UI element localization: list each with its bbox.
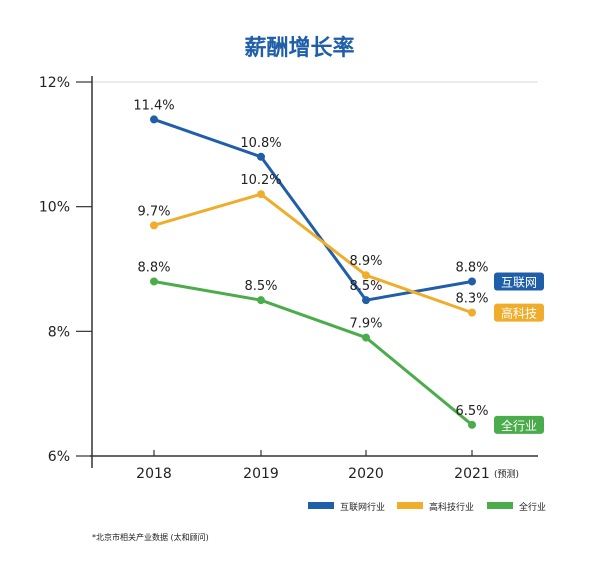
data-point-1-2021 — [468, 277, 476, 286]
data-label-3-2020: 7.9% — [349, 317, 382, 332]
data-point-2-2021 — [468, 308, 476, 317]
data-label-2-2018: 9.7% — [137, 204, 170, 219]
data-label-3-2018: 8.8% — [137, 260, 170, 275]
data-point-2-2019 — [257, 190, 265, 199]
data-label-2-2021: 8.3% — [455, 292, 488, 307]
series-end-tag-label-1: 互联网 — [501, 275, 537, 289]
y-tick-label-6: 6% — [48, 449, 70, 465]
y-tick-label-10: 10% — [39, 200, 70, 216]
x-tick-label-2020: 2020 — [348, 466, 384, 482]
legend-label-1: 互联网行业 — [340, 501, 385, 513]
y-tick-label-12: 12% — [39, 75, 70, 91]
footnote: *北京市相关产业数据 (太和顾问) — [92, 533, 209, 542]
data-point-2-2018 — [150, 221, 158, 230]
data-point-3-2018 — [150, 277, 158, 286]
data-label-3-2021: 6.5% — [455, 404, 488, 419]
y-tick-label-8: 8% — [48, 324, 70, 340]
data-label-1-2021: 8.8% — [455, 260, 488, 275]
data-label-2-2019: 10.2% — [240, 173, 281, 188]
data-label-1-2020: 8.5% — [349, 279, 382, 294]
data-point-3-2019 — [257, 296, 265, 305]
data-label-3-2019: 8.5% — [244, 279, 277, 294]
series-end-tag-2 — [494, 303, 544, 322]
series-end-tag-label-3: 全行业 — [501, 418, 537, 433]
data-label-2-2020: 8.9% — [349, 254, 382, 269]
legend-swatch-3 — [487, 502, 513, 509]
series-line-1 — [152, 117, 474, 302]
data-point-3-2021 — [468, 420, 476, 429]
x-tick-note: (预测) — [494, 469, 519, 480]
data-point-3-2020 — [362, 333, 370, 342]
x-tick-label-2018: 2018 — [136, 466, 172, 482]
series-end-tag-3 — [494, 415, 544, 434]
series-line-2 — [152, 192, 474, 315]
legend-swatch-1 — [308, 502, 334, 509]
legend-swatch-2 — [397, 502, 423, 509]
x-tick-label-2021: 2021 — [454, 466, 490, 482]
chart-title: 薪酬增长率 — [244, 36, 355, 61]
data-point-1-2020 — [362, 296, 370, 305]
data-point-2-2020 — [362, 271, 370, 280]
x-tick-label-2019: 2019 — [243, 466, 279, 482]
series-end-tag-label-2: 高科技 — [501, 306, 537, 321]
data-point-1-2019 — [257, 152, 265, 161]
data-label-1-2018: 11.4% — [133, 98, 174, 113]
data-label-1-2019: 10.8% — [240, 136, 281, 151]
legend-label-2: 高科技行业 — [429, 501, 474, 513]
series-line-3 — [152, 279, 474, 427]
series-end-tag-1 — [494, 272, 544, 291]
legend-label-3: 全行业 — [519, 501, 546, 513]
data-point-1-2018 — [150, 115, 158, 124]
